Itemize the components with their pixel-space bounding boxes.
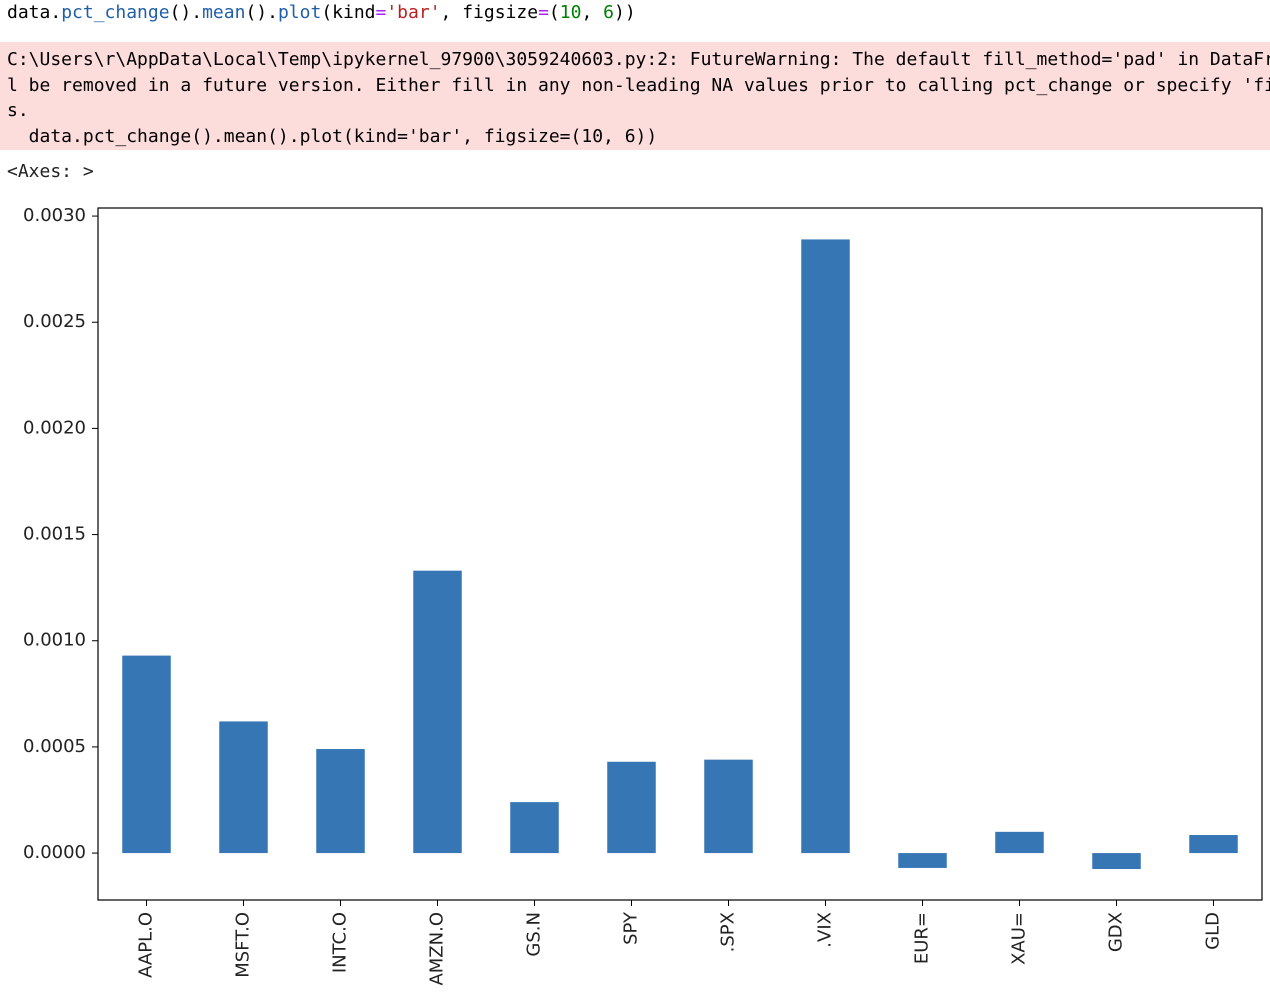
warning-output: C:\Users\r\AppData\Local\Temp\ipykernel_…: [0, 42, 1270, 150]
bar: [122, 655, 171, 854]
axes-frame: [97, 207, 1263, 901]
x-tick-label: GLD: [1203, 912, 1224, 950]
x-tick-label: XAU=: [1009, 912, 1030, 965]
x-tick-label: .VIX: [815, 912, 836, 948]
bar: [995, 831, 1044, 854]
y-tick-label: 0.0020: [23, 417, 86, 438]
x-tick-label: INTC.O: [330, 912, 351, 973]
code-token: =: [375, 2, 387, 23]
x-tick-label: SPY: [621, 911, 642, 945]
bar: [316, 749, 365, 854]
y-tick-label: 0.0030: [23, 205, 86, 226]
cell-output: <Axes: >: [7, 161, 94, 182]
x-tick-label: GDX: [1106, 912, 1127, 952]
code-cell: data.pct_change().mean().plot(kind='bar'…: [7, 1, 636, 25]
x-tick-label: AMZN.O: [427, 912, 448, 986]
code-token: ().: [169, 2, 203, 23]
code-token: 'bar': [386, 2, 441, 23]
code-token: ().: [245, 2, 278, 23]
code-token: mean: [202, 2, 246, 23]
code-token: , figsize: [440, 2, 539, 23]
code-token: 10: [559, 2, 582, 23]
y-tick-label: 0.0000: [23, 842, 86, 863]
y-tick-label: 0.0025: [23, 311, 86, 332]
y-tick-label: 0.0005: [23, 736, 86, 757]
bar: [510, 802, 559, 854]
warning-line: data.pct_change().mean().plot(kind='bar'…: [7, 125, 658, 147]
code-token: )): [613, 2, 636, 23]
x-tick-label: GS.N: [524, 912, 545, 957]
bar: [801, 239, 850, 854]
warning-line: C:\Users\r\AppData\Local\Temp\ipykernel_…: [7, 49, 1270, 70]
code-token: =: [538, 2, 549, 23]
bar: [413, 570, 462, 854]
y-tick-label: 0.0010: [23, 630, 86, 651]
code-token: (kind: [321, 2, 376, 23]
code-token: 6: [603, 2, 614, 23]
y-tick-label: 0.0015: [23, 524, 86, 545]
bar: [898, 853, 947, 868]
bar: [607, 761, 656, 854]
bar: [1189, 835, 1238, 854]
code-token: pct_change: [61, 2, 170, 23]
bar: [704, 759, 753, 854]
x-tick-label: .SPX: [718, 912, 739, 952]
bar: [219, 721, 268, 854]
code-token: data.: [7, 2, 62, 23]
code-token: (: [548, 2, 560, 23]
x-tick-label: MSFT.O: [233, 912, 254, 978]
warning-line: l be removed in a future version. Either…: [7, 74, 1270, 96]
bar: [1092, 853, 1141, 869]
code-token: plot: [277, 2, 322, 23]
x-tick-label: AAPL.O: [136, 912, 157, 978]
warning-line: s.: [7, 100, 29, 121]
x-tick-label: EUR=: [912, 912, 933, 964]
code-token: ,: [581, 2, 604, 23]
